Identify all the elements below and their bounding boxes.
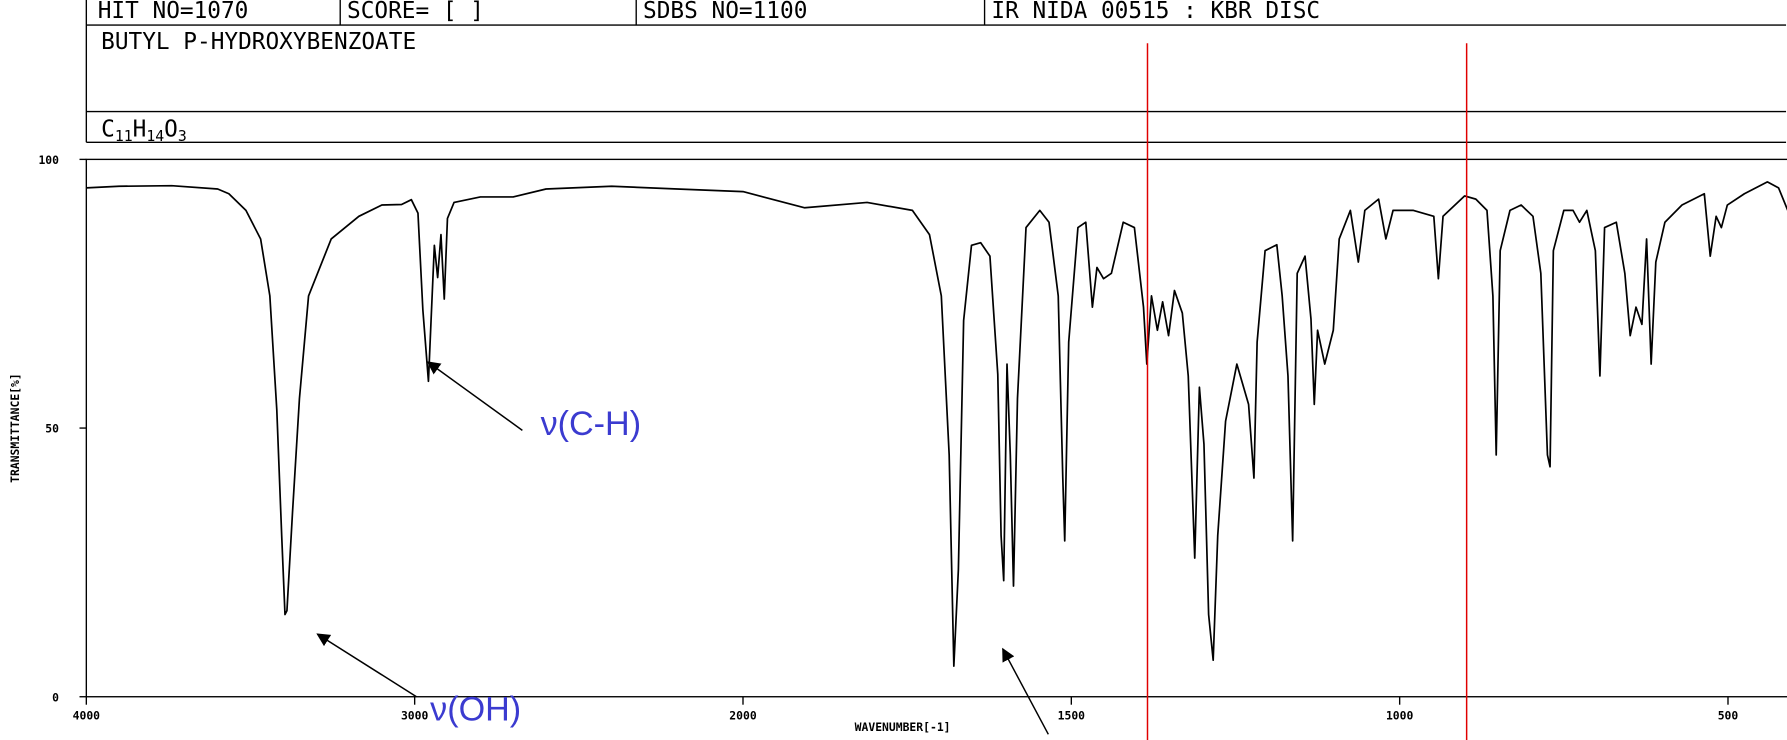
header-field: SDBS NO=1100 [643,0,807,24]
compound-name: BUTYL P-HYDROXYBENZOATE [101,29,416,55]
y-tick-label: 0 [52,690,59,704]
x-tick-label: 3000 [401,709,429,723]
x-tick-label: 2000 [729,709,757,723]
y-tick-label: 50 [45,422,59,436]
annotation-arrow [316,633,417,698]
x-axis-label: WAVENUMBER[-1] [855,720,951,734]
plot-frame [85,158,1787,698]
header-field: HIT NO=1070 [98,0,249,24]
spectrum-line [86,181,1787,667]
header [85,0,1787,143]
y-axis-label: TRANSMITTANCE[%] [8,373,22,483]
y-tick-label: 100 [38,153,59,167]
formula-part: H [133,117,147,143]
header-field: SCORE= [ ] [347,0,484,24]
formula-part: 3 [178,128,187,145]
annotation: ν(C-H) [541,405,642,443]
formula-part: 14 [146,128,164,145]
formula-part: O [164,117,178,143]
x-tick-label: 1000 [1386,709,1414,723]
x-tick-label: 1500 [1058,709,1086,723]
annotation-arrow [426,361,523,431]
x-tick-label: 500 [1718,709,1739,723]
formula-part: C [101,117,115,143]
formula: C11H14O3 [101,117,187,146]
header-field: IR NIDA 00515 : KBR DISC [991,0,1320,24]
formula-part: 11 [115,128,133,145]
annotation: ν(OH) [430,691,521,729]
x-tick-label: 4000 [73,709,101,723]
annotation-arrow [1002,647,1049,735]
